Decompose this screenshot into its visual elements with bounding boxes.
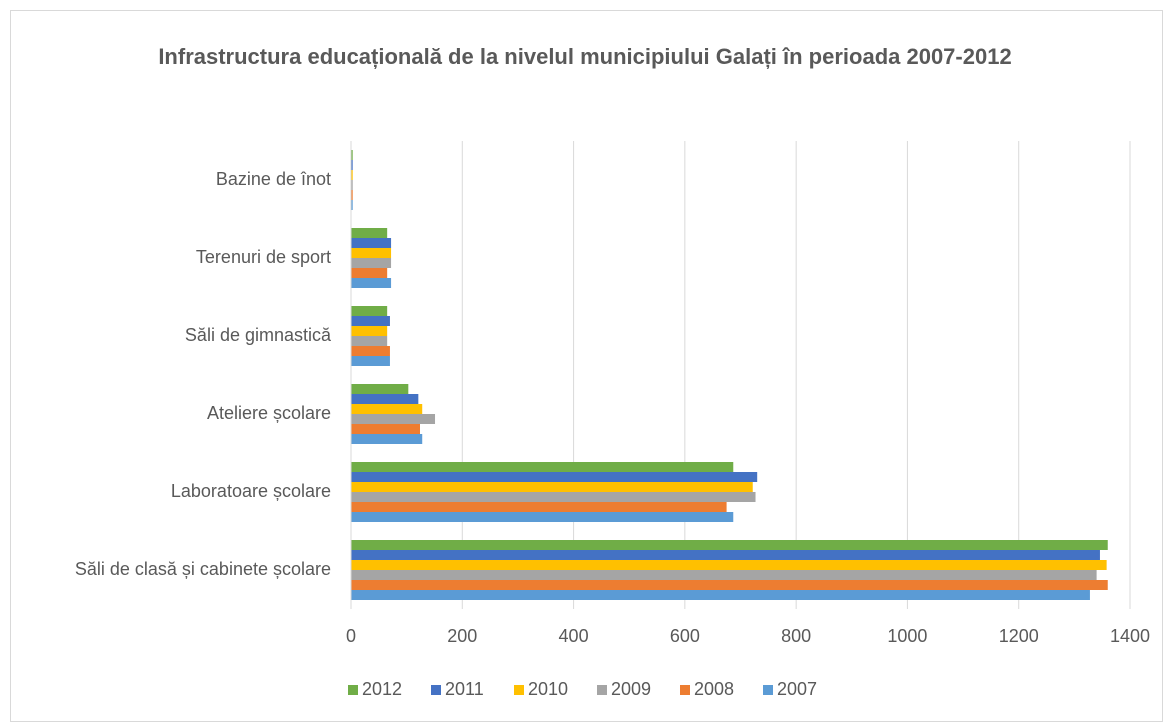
legend-label: 2012 — [362, 679, 402, 699]
bar — [351, 434, 423, 444]
bar — [351, 336, 388, 346]
bar — [351, 404, 423, 414]
legend-swatch — [597, 685, 607, 695]
y-tick-label: Bazine de înot — [216, 169, 331, 189]
bar — [351, 462, 734, 472]
bar — [351, 424, 420, 434]
legend-label: 2007 — [777, 679, 817, 699]
bar — [351, 150, 353, 160]
x-tick-label: 600 — [670, 626, 700, 646]
chart-frame — [10, 10, 1163, 722]
legend-swatch — [348, 685, 358, 695]
bar — [351, 190, 353, 200]
bar — [351, 316, 390, 326]
bar — [351, 268, 388, 278]
bar — [351, 384, 409, 394]
bar — [351, 228, 388, 238]
legend-label: 2008 — [694, 679, 734, 699]
bar — [351, 394, 419, 404]
bar — [351, 570, 1097, 580]
bar — [351, 200, 353, 210]
y-tick-label: Săli de clasă și cabinete școlare — [75, 559, 331, 579]
legend-label: 2009 — [611, 679, 651, 699]
bar — [351, 306, 388, 316]
y-tick-label: Ateliere școlare — [207, 403, 331, 423]
legend-swatch — [514, 685, 524, 695]
bar — [351, 356, 390, 366]
bar — [351, 472, 758, 482]
bar — [351, 580, 1108, 590]
x-tick-label: 0 — [346, 626, 356, 646]
x-tick-label: 400 — [559, 626, 589, 646]
x-tick-label: 1400 — [1110, 626, 1150, 646]
x-tick-label: 1000 — [887, 626, 927, 646]
bar — [351, 492, 756, 502]
bar — [351, 590, 1090, 600]
bar — [351, 482, 753, 492]
legend-swatch — [763, 685, 773, 695]
x-tick-label: 200 — [447, 626, 477, 646]
legend-swatch — [431, 685, 441, 695]
bar — [351, 160, 353, 170]
bar — [351, 346, 390, 356]
y-tick-label: Laboratoare școlare — [171, 481, 331, 501]
bar — [351, 326, 388, 336]
bar — [351, 248, 392, 258]
x-tick-label: 1200 — [999, 626, 1039, 646]
legend-label: 2011 — [445, 679, 484, 699]
x-tick-label: 800 — [781, 626, 811, 646]
chart-title: Infrastructura educațională de la nivelu… — [158, 44, 1012, 69]
bar — [351, 278, 392, 288]
bar — [351, 258, 392, 268]
bar — [351, 540, 1108, 550]
bar — [351, 238, 392, 248]
bar — [351, 170, 353, 180]
bar — [351, 512, 734, 522]
legend-swatch — [680, 685, 690, 695]
bar — [351, 180, 353, 190]
bar — [351, 560, 1107, 570]
bar — [351, 502, 727, 512]
y-tick-label: Terenuri de sport — [196, 247, 331, 267]
legend-label: 2010 — [528, 679, 568, 699]
y-tick-label: Săli de gimnastică — [185, 325, 332, 345]
bar — [351, 550, 1100, 560]
bar — [351, 414, 436, 424]
